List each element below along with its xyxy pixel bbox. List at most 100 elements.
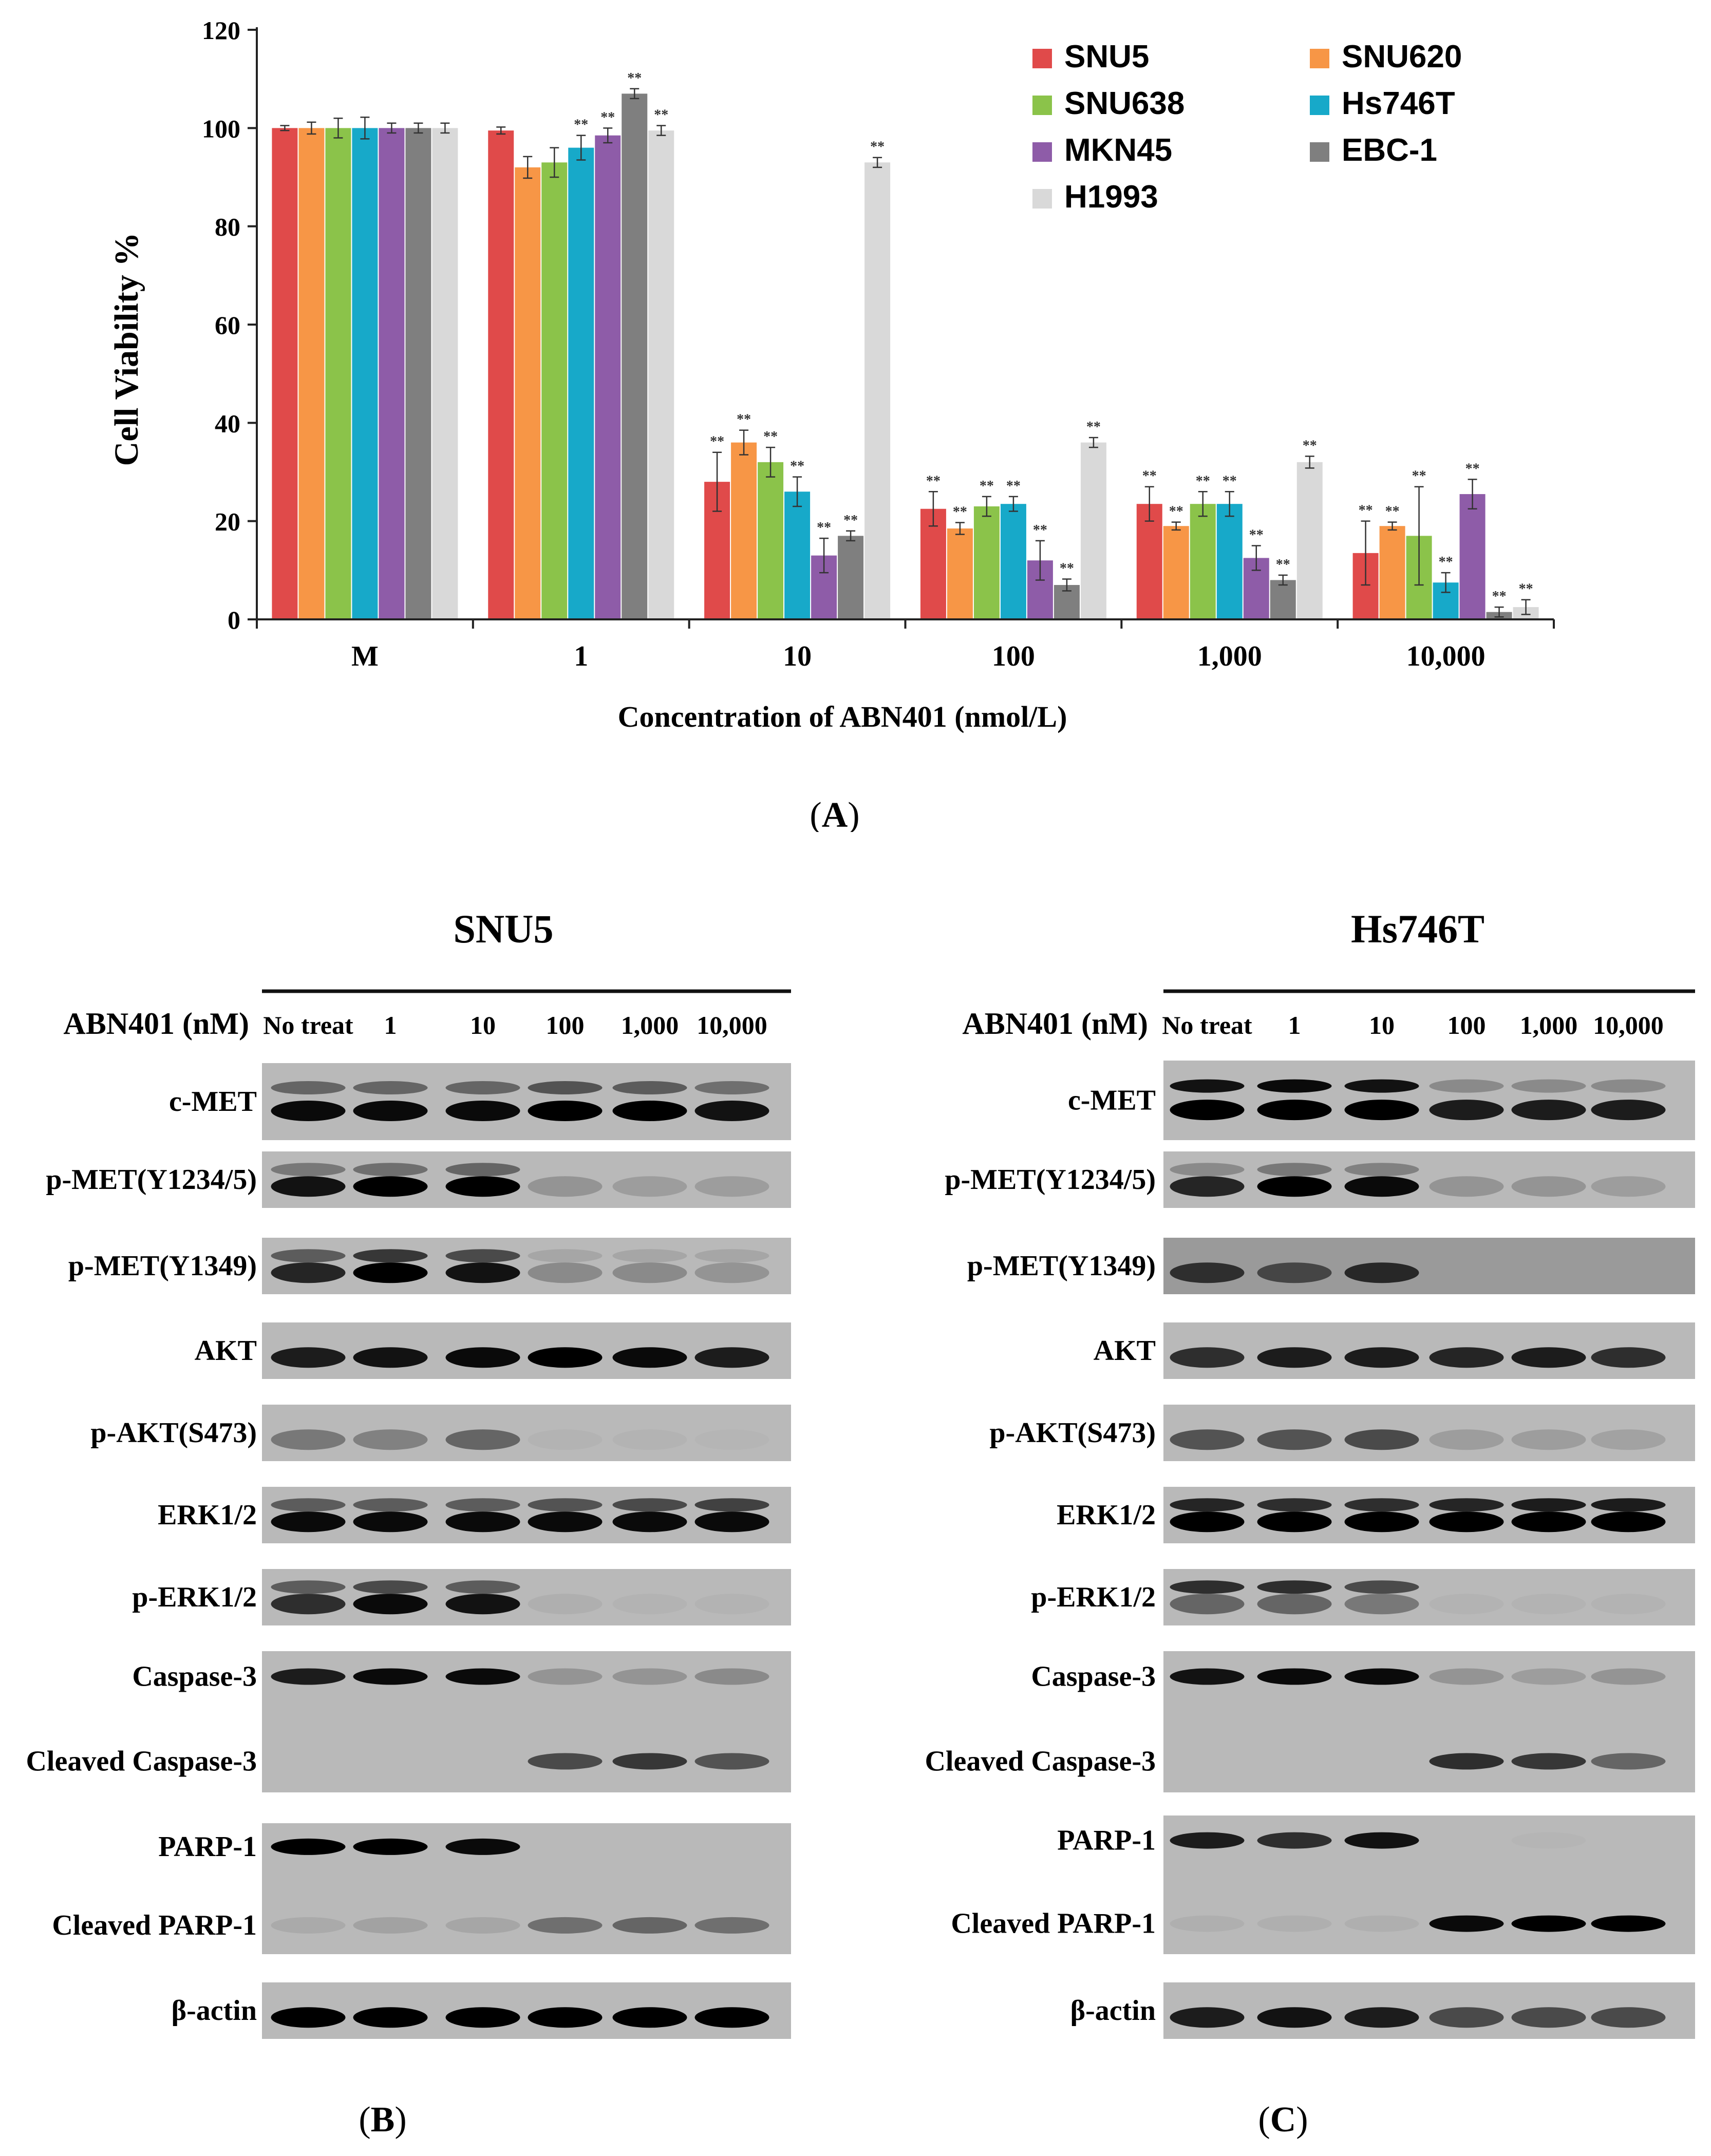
treatment-label: ABN401 (nM): [962, 1007, 1148, 1041]
protein-band: [445, 1176, 520, 1197]
protein-band: [528, 1429, 603, 1450]
blot-row-label: p-ERK1/2: [1031, 1581, 1156, 1613]
protein-band: [1429, 1079, 1504, 1093]
significance-mark: **: [654, 107, 668, 123]
bar-snu620-4: [1163, 526, 1189, 619]
protein-band: [1591, 1176, 1666, 1197]
protein-band: [1591, 1498, 1666, 1512]
blot-membrane: [1163, 1815, 1695, 1954]
bar-h1993-1: [648, 130, 674, 619]
x-tick-label: 1,000: [1197, 640, 1262, 672]
protein-band: [612, 1917, 687, 1934]
panel-label-c: (C): [1258, 2100, 1308, 2140]
legend-label: EBC-1: [1342, 133, 1437, 168]
protein-band: [271, 1917, 346, 1934]
significance-mark: **: [710, 434, 724, 450]
protein-band: [528, 1081, 603, 1094]
blot-membrane: [262, 1651, 791, 1792]
protein-band: [353, 1347, 428, 1368]
protein-band: [445, 1580, 520, 1594]
y-tick-label: 20: [215, 507, 240, 536]
protein-band: [613, 1594, 687, 1614]
protein-band: [445, 1347, 520, 1368]
bar-snu620-2: [731, 442, 757, 619]
lane-label: 100: [1447, 1011, 1486, 1039]
bar-mkn45-0: [379, 128, 405, 620]
x-axis-label: Concentration of ABN401 (nmol/L): [618, 700, 1067, 733]
bar-snu5-3: [920, 508, 946, 619]
significance-mark: **: [1519, 581, 1533, 597]
lane-label: 10,000: [1593, 1011, 1664, 1039]
bar-snu620-0: [298, 128, 325, 620]
panel-label-b: (B): [359, 2100, 406, 2140]
protein-band: [612, 1498, 687, 1512]
bar-hs746t-2: [784, 491, 811, 619]
significance-mark: **: [737, 412, 751, 428]
bar-h1993-0: [432, 128, 458, 620]
bars-layer: ** ** ** ** ** ** ** ** ** ** ** ** ** ** ** ** ** ** ** **…: [272, 70, 1539, 620]
blot-row-label: c-MET: [1068, 1085, 1156, 1117]
significance-mark: **: [1439, 554, 1453, 570]
blot-row-label: PARP-1: [1057, 1825, 1156, 1857]
significance-mark: **: [574, 117, 588, 133]
protein-band: [528, 1262, 603, 1283]
lane-label: No treat: [1162, 1011, 1252, 1039]
protein-band: [1511, 1100, 1586, 1121]
legend-label: MKN45: [1064, 133, 1172, 168]
x-tick-label: 10: [783, 640, 812, 672]
protein-band: [1257, 1511, 1332, 1533]
protein-band: [528, 1917, 603, 1934]
bar-h1993-2: [864, 162, 891, 619]
protein-band: [1591, 1347, 1666, 1368]
protein-band: [353, 2007, 428, 2028]
protein-band: [353, 1249, 428, 1263]
protein-band: [1591, 1511, 1666, 1533]
protein-band: [694, 1511, 769, 1533]
protein-band: [612, 1101, 687, 1121]
lane-label: 10: [470, 1011, 496, 1039]
blot-panel-snu5: SNU5 ABN401 (nM) No treat 1 10 100 1,000 10,000…: [26, 906, 791, 2039]
legend-swatch: [1310, 96, 1329, 115]
significance-mark: **: [817, 520, 831, 536]
significance-mark: **: [870, 139, 885, 155]
protein-band: [1591, 1429, 1666, 1450]
bar-ebc-1-2: [838, 536, 864, 619]
x-tick-label: 10,000: [1406, 640, 1486, 672]
blot-row-label: β-actin: [172, 1995, 257, 2027]
protein-band: [1344, 2007, 1419, 2028]
protein-band: [1511, 1668, 1586, 1685]
protein-band: [271, 1163, 346, 1177]
blot-membrane: [262, 1238, 791, 1294]
y-tick-label: 0: [228, 606, 240, 634]
bar-snu638-4: [1190, 504, 1216, 619]
protein-band: [1511, 1753, 1586, 1770]
protein-band: [1257, 1262, 1332, 1283]
protein-band: [271, 1262, 346, 1283]
protein-band: [1344, 1580, 1419, 1594]
blot-row-label: ERK1/2: [1057, 1499, 1156, 1531]
protein-band: [1170, 1100, 1245, 1121]
protein-band: [1170, 1262, 1245, 1283]
significance-mark: **: [1249, 527, 1264, 543]
lane-label: 10: [1369, 1011, 1395, 1039]
protein-band: [694, 2007, 769, 2028]
protein-band: [445, 1511, 520, 1533]
protein-band: [694, 1668, 769, 1685]
protein-band: [1344, 1498, 1419, 1512]
protein-band: [1429, 1753, 1504, 1770]
protein-band: [271, 1594, 346, 1615]
protein-band: [1344, 1176, 1419, 1197]
blot-membrane: [262, 1569, 791, 1625]
bar-mkn45-1: [595, 135, 621, 619]
protein-band: [1429, 1347, 1504, 1368]
significance-mark: **: [1276, 557, 1290, 573]
protein-band: [1257, 1347, 1332, 1368]
blot-row-label: Cleaved PARP-1: [951, 1908, 1156, 1940]
blot-membrane: [1163, 1569, 1695, 1625]
bar-ebc-1-4: [1270, 580, 1296, 619]
significance-mark: **: [1142, 468, 1157, 484]
bar-hs746t-0: [352, 128, 378, 620]
bar-ebc-1-1: [622, 93, 648, 619]
protein-band: [1257, 2007, 1332, 2028]
protein-band: [1511, 1429, 1586, 1450]
